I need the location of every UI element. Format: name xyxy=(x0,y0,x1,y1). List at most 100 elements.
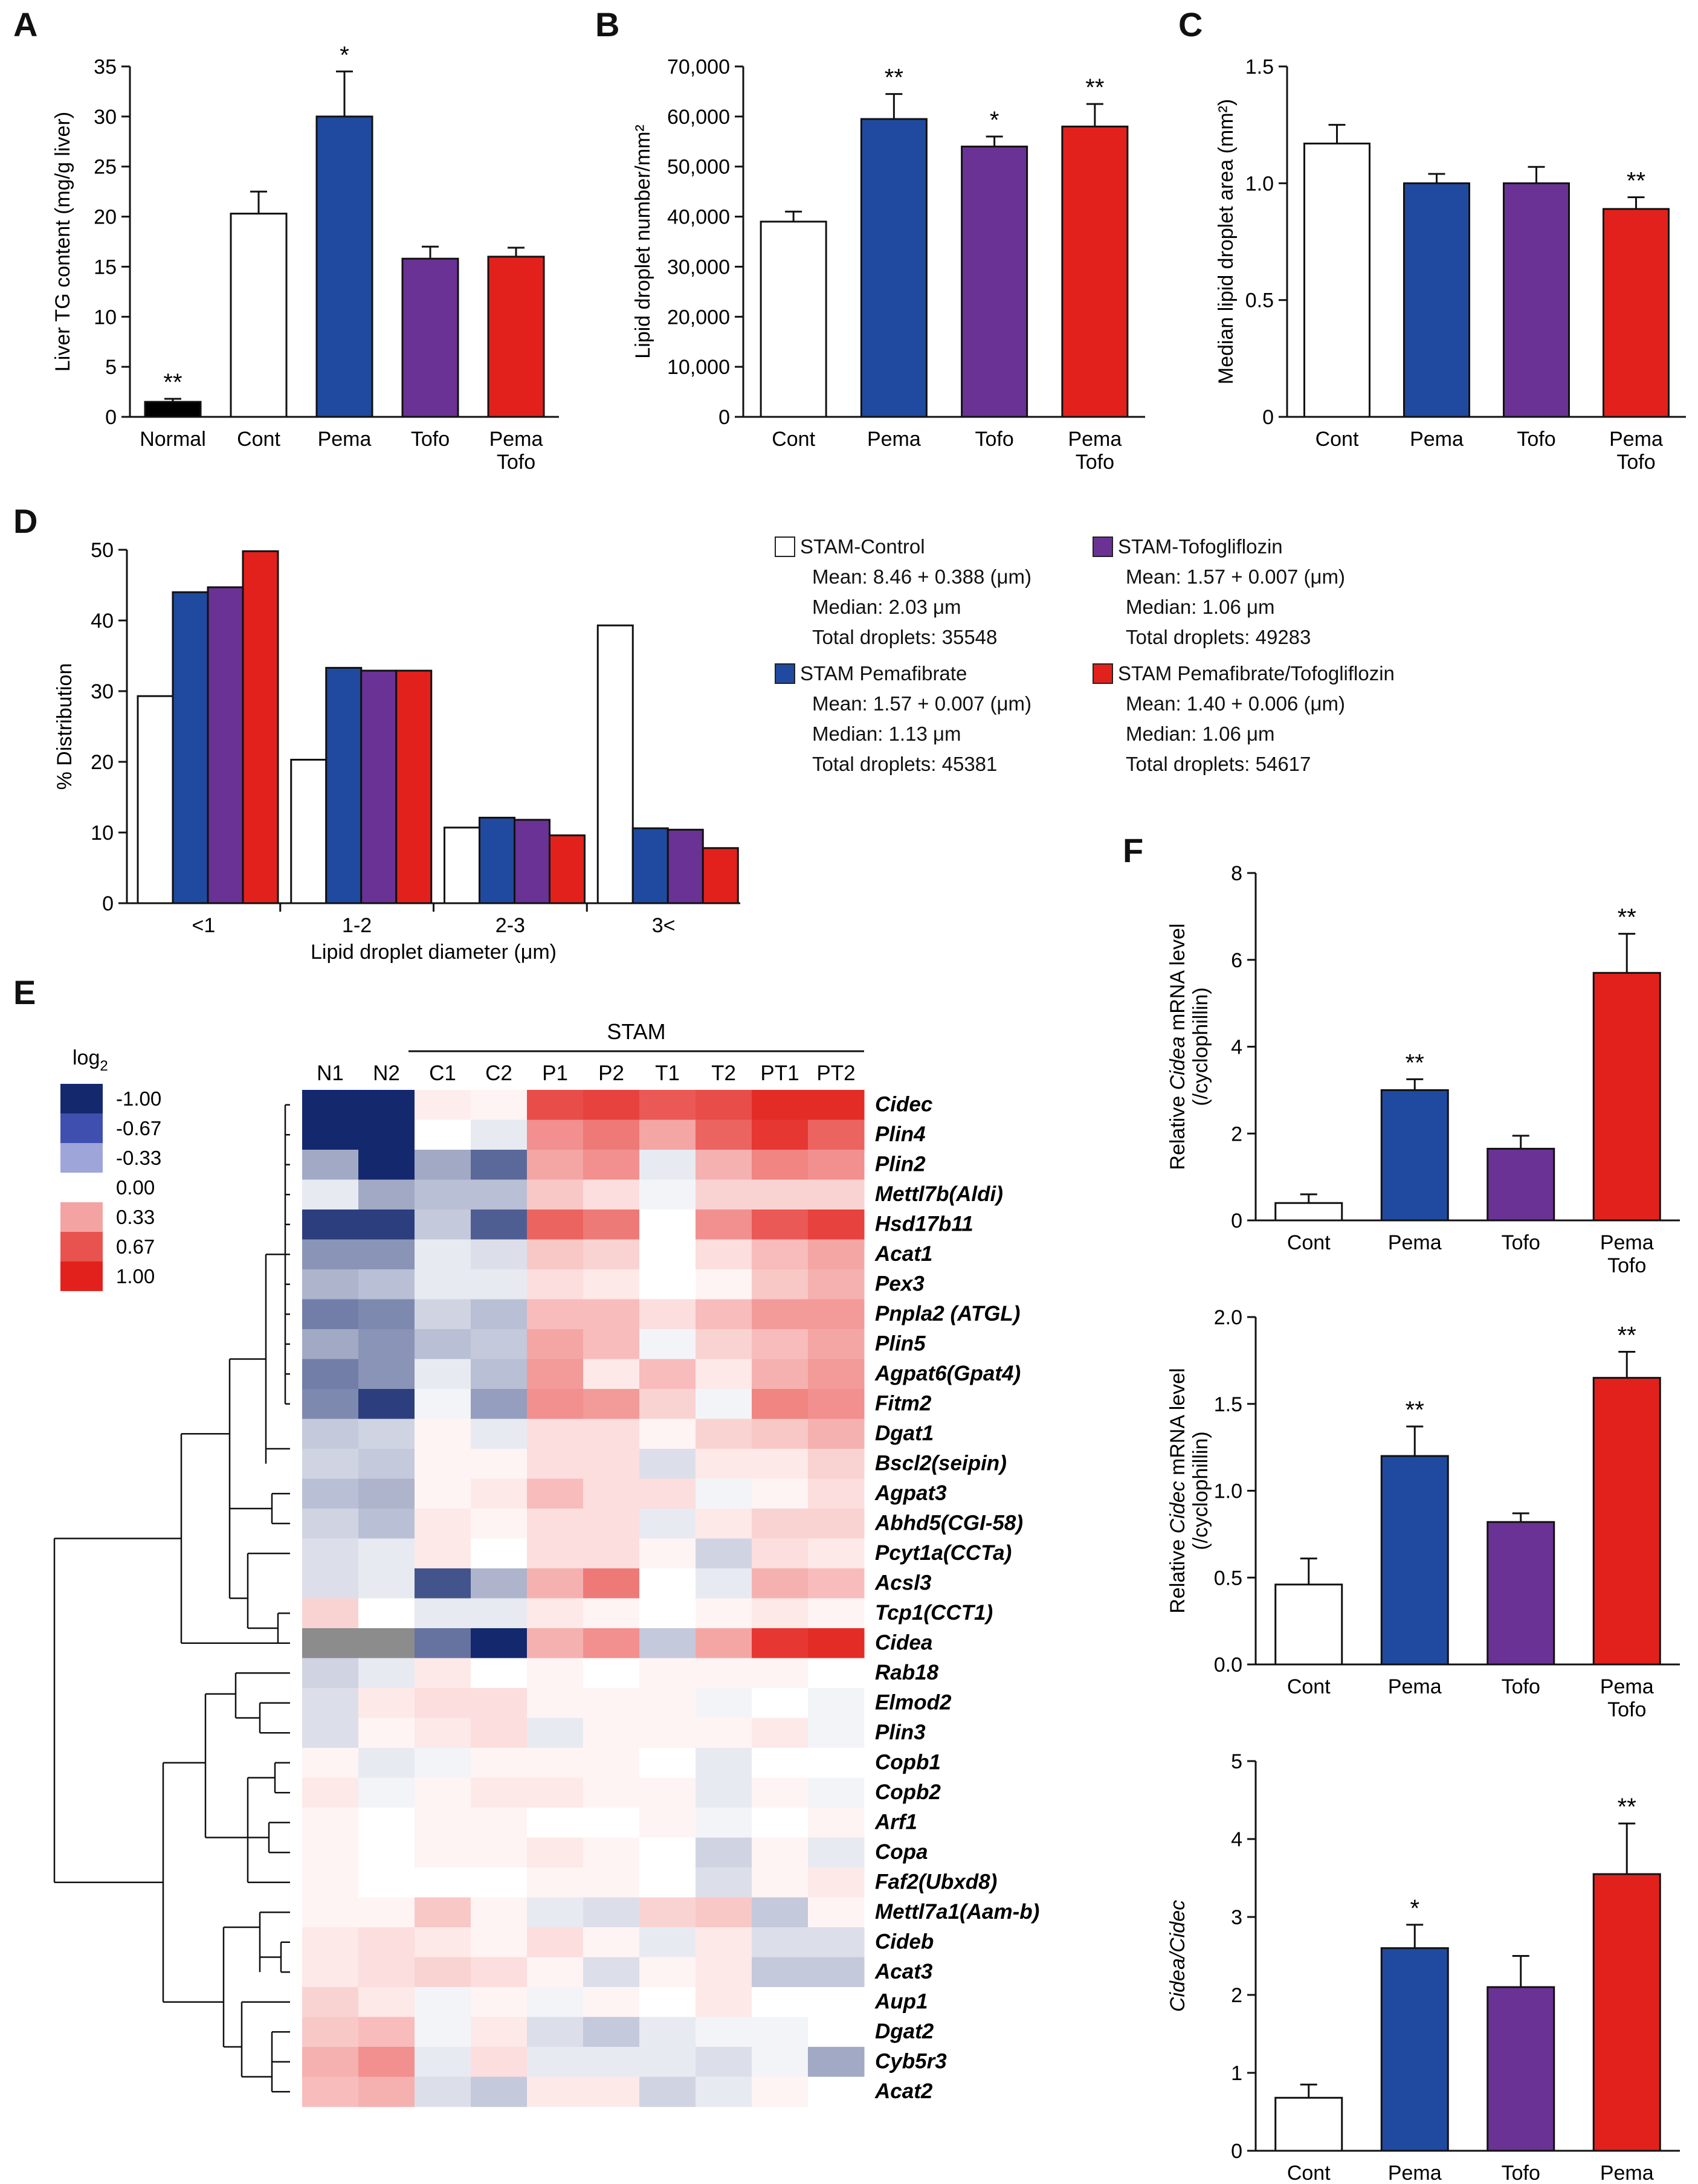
heatmap-cell xyxy=(696,1748,752,1778)
heatmap-cell xyxy=(752,2017,809,2047)
x-tick-label: Pema xyxy=(1410,428,1464,451)
heatmap-cell xyxy=(471,1359,528,1390)
gene-label: Mettl7a1(Aam-b) xyxy=(875,1900,1039,1924)
y-tick-label: 3 xyxy=(1231,1906,1242,1929)
heatmap-cell xyxy=(527,1777,584,1808)
heatmap-cell xyxy=(583,1628,640,1658)
heatmap-cell xyxy=(696,1239,752,1270)
heatmap-cell xyxy=(415,1389,471,1419)
y-tick-label: 1.0 xyxy=(1245,172,1274,195)
bar xyxy=(1380,1947,1449,2152)
heatmap-cell xyxy=(471,1688,528,1718)
heatmap-cell xyxy=(752,1837,809,1868)
bar xyxy=(1274,1202,1343,1222)
y-tick-label: 20 xyxy=(94,206,117,229)
heatmap-cell xyxy=(752,1419,809,1449)
heatmap-cell xyxy=(527,1478,584,1509)
heatmap-cell xyxy=(808,1957,865,1988)
heatmap-cell xyxy=(639,2047,696,2077)
heatmap-cell xyxy=(808,1927,865,1957)
bar xyxy=(487,256,545,418)
heatmap-cell xyxy=(527,1179,584,1210)
heatmap-cell xyxy=(302,1329,359,1359)
heatmap-cell xyxy=(583,1867,640,1898)
heatmap-cell xyxy=(639,1509,696,1539)
y-tick-label: 60,000 xyxy=(667,106,730,129)
heatmap-cell xyxy=(358,1509,415,1539)
heatmap-cell xyxy=(527,1509,584,1539)
significance-marker: ** xyxy=(1618,904,1636,931)
bar xyxy=(1592,971,1661,1222)
heatmap-cell xyxy=(358,1987,415,2017)
heatmap-cell xyxy=(527,1538,584,1569)
heatmap-cell xyxy=(471,1658,528,1689)
heatmap-cell xyxy=(808,1449,865,1479)
bar xyxy=(360,669,398,904)
heatmap-cell xyxy=(527,2076,584,2107)
legend-control: STAM-Control Mean: 8.46 + 0.388 (μm) Med… xyxy=(775,532,1031,652)
gene-label: Pex3 xyxy=(875,1272,925,1296)
group-label-stam: STAM xyxy=(607,1019,665,1044)
y-tick-label: 2.0 xyxy=(1214,1306,1242,1329)
heatmap-cell xyxy=(752,1927,809,1957)
panel-label-e: E xyxy=(13,973,36,1011)
heatmap-cell xyxy=(527,1119,584,1150)
heatmap-cell xyxy=(808,1628,865,1658)
heatmap-cell xyxy=(471,1748,528,1778)
x-tick-label: Cont xyxy=(1315,428,1359,451)
heatmap-cell xyxy=(808,1419,865,1449)
y-tick-label: 0 xyxy=(1262,406,1274,429)
gene-label: Bscl2(seipin) xyxy=(875,1452,1007,1475)
color-scale-label: 0.00 xyxy=(116,1176,155,1199)
heatmap-cell xyxy=(696,1568,752,1599)
heatmap-cell xyxy=(415,1808,471,1838)
heatmap-cell xyxy=(696,1090,752,1120)
y-tick-label: 8 xyxy=(1231,862,1242,885)
y-tick-label: 30,000 xyxy=(667,256,730,279)
bar xyxy=(315,115,373,418)
bar xyxy=(514,819,550,904)
legend-mean: Mean: 1.57 + 0.007 (μm) xyxy=(812,692,1031,715)
heatmap-cell xyxy=(696,1509,752,1539)
significance-marker: * xyxy=(340,42,349,68)
x-tick-label: Tofo xyxy=(1517,428,1555,451)
heatmap-cell xyxy=(302,1628,359,1658)
legend-mean: Mean: 1.40 + 0.006 (μm) xyxy=(1126,692,1345,715)
gene-label: Cideb xyxy=(875,1930,934,1954)
heatmap-cell xyxy=(752,2047,809,2077)
y-tick-label: 0 xyxy=(1231,1210,1242,1232)
y-axis-label: Liver TG content (mg/g liver) xyxy=(51,112,74,372)
heatmap-cell xyxy=(639,1478,696,1509)
y-axis-label-part: mRNA xyxy=(1166,1415,1189,1481)
heatmap-cell xyxy=(527,1299,584,1330)
heatmap-cell xyxy=(583,1538,640,1569)
column-label: PT1 xyxy=(760,1061,799,1085)
heatmap-cell xyxy=(639,1449,696,1479)
heatmap-cell xyxy=(415,1449,471,1479)
heatmap-cell xyxy=(358,1777,415,1808)
heatmap-cell xyxy=(808,1119,865,1150)
legend-series-name: STAM Pemafibrate xyxy=(800,662,967,685)
heatmap-cell xyxy=(302,1568,359,1599)
bar xyxy=(860,118,928,418)
y-tick-label: 2 xyxy=(1231,1123,1242,1145)
bar xyxy=(290,758,328,904)
legend-total: Total droplets: 49283 xyxy=(1126,626,1311,648)
y-tick-label: 5 xyxy=(1231,1750,1242,1773)
color-scale-label: -0.33 xyxy=(116,1147,161,1169)
heatmap-cell xyxy=(583,1179,640,1210)
y-tick-label: 0 xyxy=(1231,2140,1242,2163)
bar xyxy=(242,550,279,904)
legend-swatch xyxy=(1093,536,1113,557)
gene-label: Cidea xyxy=(875,1631,932,1655)
heatmap-cell xyxy=(696,2076,752,2107)
column-label: T2 xyxy=(711,1061,736,1085)
x-tick-label: 1-2 xyxy=(342,914,372,937)
heatmap-cell xyxy=(583,1897,640,1928)
x-tick-label: Cont xyxy=(772,428,815,451)
heatmap-cell xyxy=(752,1957,809,1988)
heatmap-cell xyxy=(808,1598,865,1629)
heatmap-cell xyxy=(302,1359,359,1390)
heatmap-cell xyxy=(583,1509,640,1539)
